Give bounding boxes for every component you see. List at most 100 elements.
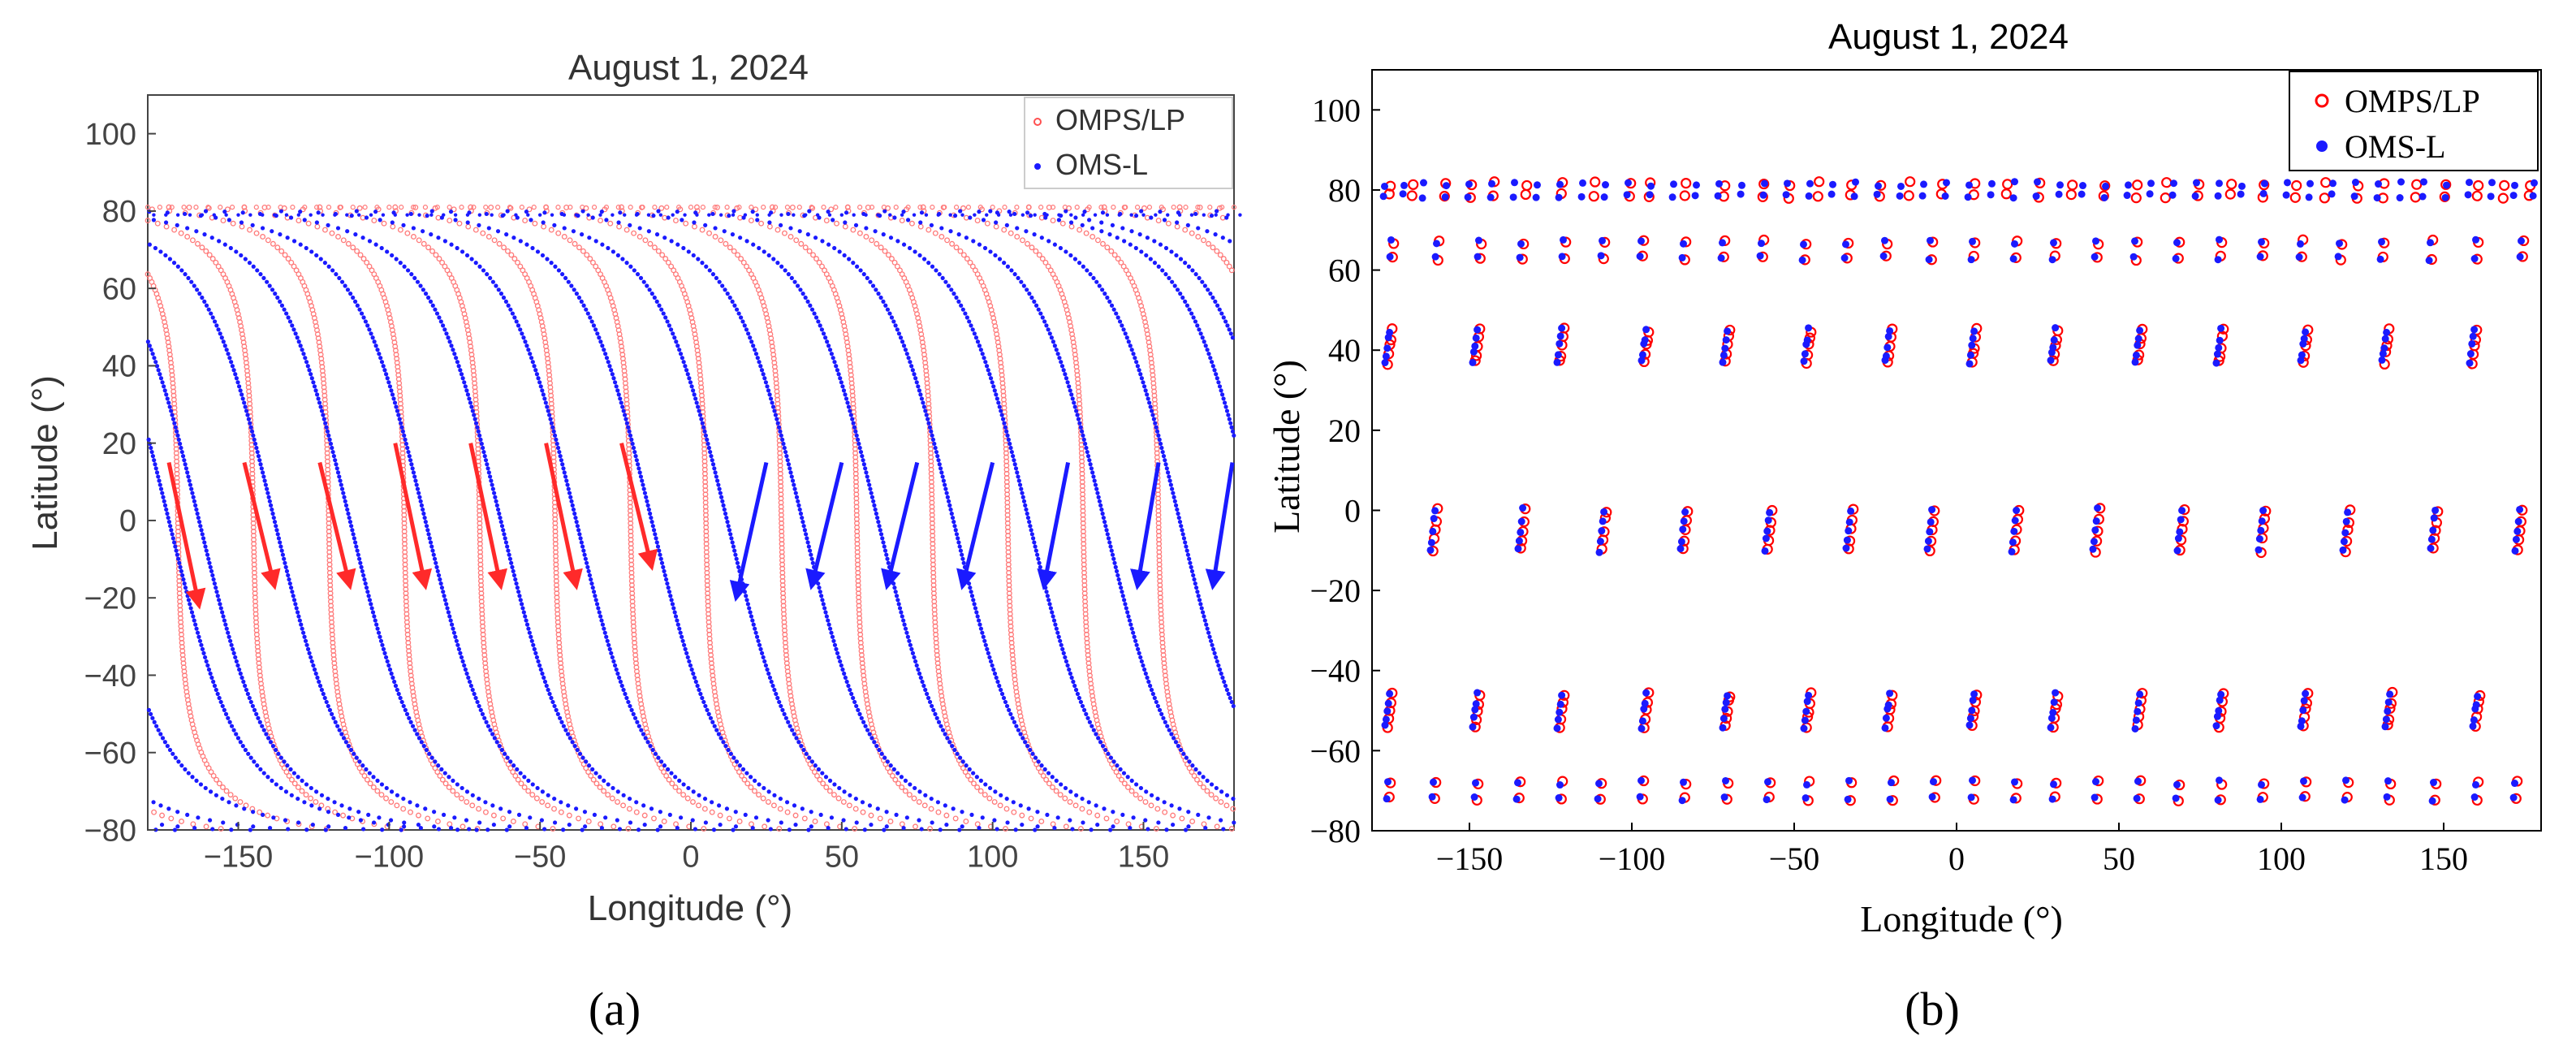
point [838,659,843,664]
point [718,822,723,827]
polar-point [779,213,783,217]
point [1209,213,1215,218]
point [271,515,276,521]
point [1172,283,1177,288]
polar-point [996,213,1001,217]
point [1085,454,1091,459]
point [146,437,151,442]
point [166,515,170,521]
point [428,299,434,304]
point [596,606,601,611]
point [919,396,925,401]
point [804,532,809,537]
point [488,275,493,281]
point [1224,408,1230,413]
point [1028,524,1033,529]
point [1210,244,1216,251]
point [638,474,644,479]
point [951,520,956,525]
point [196,520,202,525]
point [533,795,540,802]
point [322,695,327,701]
point [404,230,411,236]
point [628,433,633,438]
point [717,486,722,491]
polar-point [948,213,952,217]
point [182,458,187,463]
point [309,659,314,664]
point [352,751,356,756]
point [314,253,319,258]
point [572,240,578,247]
point [882,827,887,832]
point [697,687,701,693]
point [834,364,839,369]
point [969,812,974,817]
point [367,327,372,332]
point [1071,679,1076,685]
point [1014,234,1020,240]
point [438,319,443,324]
point [370,610,376,615]
point [175,223,179,227]
point [877,815,883,822]
point [1200,279,1205,284]
point [548,227,554,233]
point [784,809,791,815]
point [354,544,359,549]
point [566,812,572,819]
point [429,248,435,254]
point [1103,524,1108,529]
point [762,785,766,791]
point [867,803,873,808]
point [1145,675,1150,681]
point [759,368,765,373]
point [452,352,457,356]
point [378,792,385,798]
point [164,507,169,512]
point [425,213,429,218]
point [1231,703,1236,709]
point [407,715,412,720]
point [912,655,917,660]
point [1033,755,1038,760]
point [1023,503,1028,508]
point [288,259,295,266]
point [657,303,662,308]
point [1094,803,1098,808]
point [1079,806,1085,812]
point [894,812,899,817]
point [887,819,894,824]
point [260,724,265,728]
point [991,799,998,805]
point [175,264,180,269]
point [230,220,236,227]
point [347,806,352,811]
point [538,384,543,389]
point [718,490,723,495]
point [854,433,859,438]
point [580,248,586,254]
point [600,622,606,627]
point [153,360,158,365]
point [359,311,365,316]
point [770,683,775,689]
point [446,335,451,340]
point [628,223,632,227]
point [380,827,385,832]
point [330,449,335,455]
point [724,806,730,811]
point [1131,815,1136,820]
point [1120,590,1124,594]
point [885,759,890,764]
point [1195,590,1200,594]
point [772,408,777,413]
point [1202,614,1206,619]
point [1106,536,1111,541]
point [1179,524,1184,529]
point [1209,782,1215,787]
polar-point [1008,213,1013,217]
point [1129,229,1134,234]
point [227,634,231,639]
point [943,732,947,737]
